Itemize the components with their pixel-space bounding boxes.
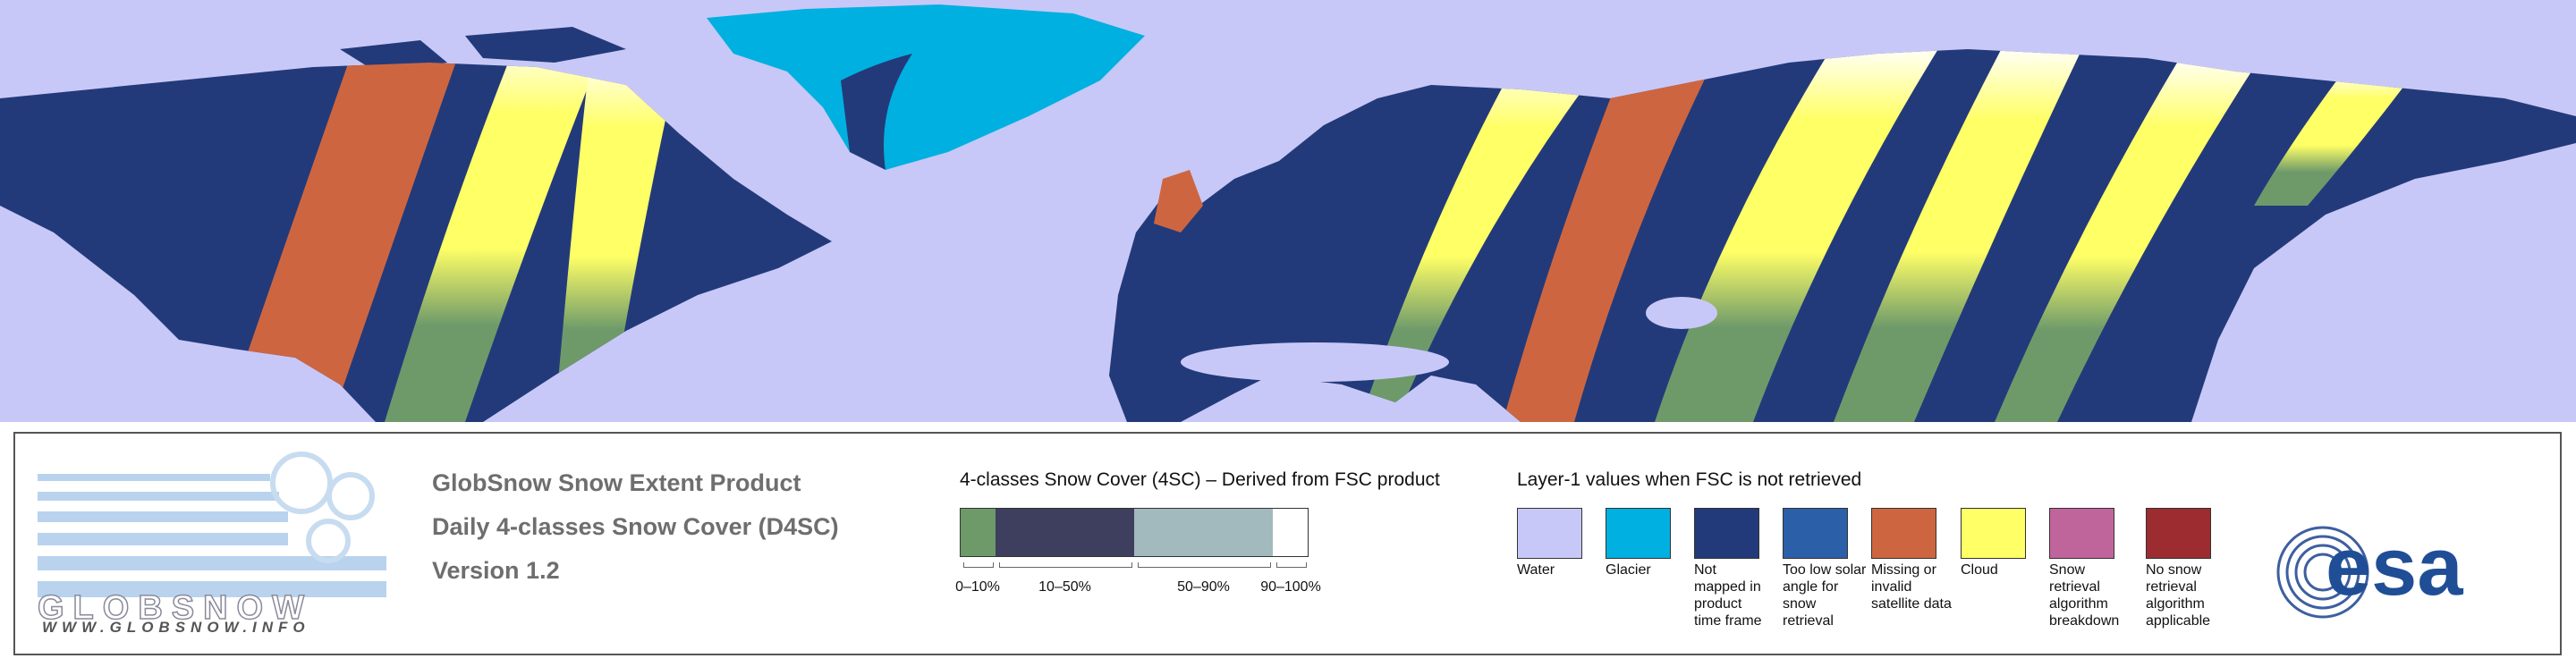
layer1-swatch	[2049, 508, 2114, 559]
greenland	[707, 4, 1145, 170]
snow-class-swatch	[996, 508, 1134, 557]
layer1-label: Not mapped in product time frame	[1694, 562, 1762, 629]
class-bracket	[963, 562, 994, 568]
product-version: Version 1.2	[432, 557, 560, 584]
layer1-label: Missing or invalid satellite data	[1871, 562, 1952, 612]
esa-text: esa	[2326, 523, 2463, 612]
uk	[1154, 170, 1203, 232]
swaths	[224, 49, 2415, 422]
snow-class-swatch	[1273, 508, 1309, 557]
snow-class-label: 90–100%	[1260, 579, 1321, 595]
greenland-gap	[841, 54, 912, 170]
layer1-swatch	[2146, 508, 2211, 559]
legend-panel: GLOBSNOW WWW.GLOBSNOW.INFO GlobSnow Snow…	[13, 432, 2562, 655]
layer1-title: Layer-1 values when FSC is not retrieved	[1517, 469, 1862, 490]
layer1-swatch	[1517, 508, 1582, 559]
class-bracket	[999, 562, 1132, 568]
snow-map	[0, 0, 2576, 422]
esa-logo: esa	[2276, 523, 2463, 619]
layer1-label: Too low solar angle for snow retrieval	[1783, 562, 1867, 629]
snow-class-label: 0–10%	[955, 579, 1000, 595]
layer1-label: Water	[1517, 562, 1555, 578]
logo: GLOBSNOW WWW.GLOBSNOW.INFO	[37, 452, 386, 635]
class-bracket	[1276, 562, 1307, 568]
logo-url: WWW.GLOBSNOW.INFO	[42, 619, 310, 635]
layer1-swatch	[1606, 508, 1671, 559]
layer1-label: Cloud	[1961, 562, 1998, 578]
layer1-items: Water Glacier Not mapped in product time f…	[1517, 434, 2322, 657]
layer1-swatch	[1961, 508, 2026, 559]
layer1-swatch	[1694, 508, 1759, 559]
snow-cover-scale: 0–10% 10–50% 50–90% 90–100%	[955, 434, 1321, 657]
layer1-label: Glacier	[1606, 562, 1651, 578]
layer1-label: Snow retrieval algorithm breakdown	[2049, 562, 2120, 629]
logo-name: GLOBSNOW	[38, 589, 313, 627]
snow-class-label: 10–50%	[1038, 579, 1091, 595]
layer1-swatch	[1783, 508, 1848, 559]
product-subtitle: Daily 4-classes Snow Cover (D4SC)	[432, 513, 839, 540]
layer1-swatch	[1871, 508, 1936, 559]
layer1-label: No snow retrieval algorithm applicable	[2146, 562, 2211, 629]
snow-class-label: 50–90%	[1177, 579, 1230, 595]
snow-class-swatch	[1134, 508, 1273, 557]
snow-class-swatch	[960, 508, 996, 557]
caspian	[1646, 297, 1717, 329]
mediterranean	[1181, 342, 1449, 382]
class-bracket	[1138, 562, 1271, 568]
snow-cover-title: 4-classes Snow Cover (4SC) – Derived fro…	[960, 469, 1440, 490]
product-title: GlobSnow Snow Extent Product	[432, 469, 801, 496]
